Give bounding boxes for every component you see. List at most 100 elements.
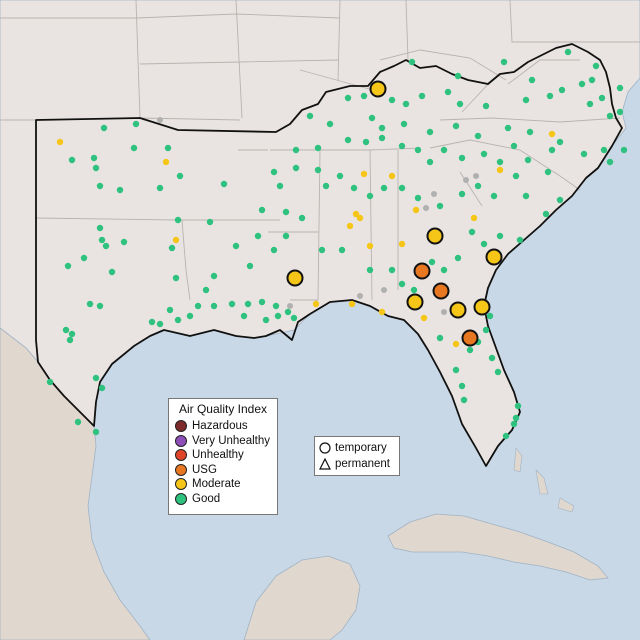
good-monitor-dot [514, 402, 522, 410]
good-monitor-dot [194, 302, 202, 310]
temporary-monitor-moderate[interactable] [406, 293, 424, 311]
good-monitor-dot [460, 396, 468, 404]
good-monitor-dot [360, 92, 368, 100]
good-monitor-dot [174, 216, 182, 224]
good-monitor-dot [66, 336, 74, 344]
temporary-monitor-usg[interactable] [461, 329, 479, 347]
good-monitor-dot [176, 172, 184, 180]
good-monitor-dot [344, 94, 352, 102]
good-monitor-dot [454, 72, 462, 80]
good-monitor-dot [408, 58, 416, 66]
good-monitor-dot [528, 76, 536, 84]
moderate-monitor-dot [366, 242, 374, 250]
good-monitor-dot [402, 100, 410, 108]
good-monitor-dot [206, 218, 214, 226]
good-monitor-dot [246, 262, 254, 270]
aqi-legend-title: Air Quality Index [178, 402, 268, 416]
good-monitor-dot [480, 150, 488, 158]
temporary-monitor-moderate[interactable] [286, 269, 304, 287]
good-monitor-dot [388, 96, 396, 104]
good-monitor-dot [232, 242, 240, 250]
legend-label: Hazardous [192, 420, 248, 433]
good-monitor-dot [116, 186, 124, 194]
good-monitor-dot [378, 134, 386, 142]
temporary-monitor-markers[interactable] [286, 80, 503, 347]
temporary-monitor-moderate[interactable] [485, 248, 503, 266]
good-monitor-dot [436, 334, 444, 342]
good-monitor-dot [92, 428, 100, 436]
moderate-monitor-dot [360, 170, 368, 178]
moderate-monitor-dot [162, 158, 170, 166]
temporary-monitor-usg[interactable] [432, 282, 450, 300]
no-data-monitor-dot [473, 173, 479, 179]
good-monitor-dot [504, 124, 512, 132]
legend-label: Moderate [192, 478, 241, 491]
good-monitor-dot [276, 182, 284, 190]
good-monitor-dot [366, 192, 374, 200]
good-monitor-dot [62, 326, 70, 334]
good-monitor-dot [174, 316, 182, 324]
moderate-monitor-dot [388, 172, 396, 180]
good-monitor-dot [92, 164, 100, 172]
good-monitor-dot [156, 184, 164, 192]
good-monitor-dot [156, 320, 164, 328]
good-monitor-dot [344, 136, 352, 144]
good-monitor-dot [168, 244, 176, 252]
good-monitor-dot [326, 120, 334, 128]
triangle-icon [319, 458, 331, 470]
good-monitor-dot [542, 210, 550, 218]
legend-row-good: Good [175, 492, 271, 507]
good-monitor-dot [98, 384, 106, 392]
good-monitor-dot [510, 142, 518, 150]
good-monitor-dot [68, 156, 76, 164]
moderate-monitor-dot [470, 214, 478, 222]
good-monitor-dot [578, 80, 586, 88]
good-monitor-dot [468, 228, 476, 236]
good-monitor-dot [564, 48, 572, 56]
temporary-monitor-moderate[interactable] [426, 227, 444, 245]
no-data-monitor-dot [463, 177, 469, 183]
legend-row-very-unhealthy: Very Unhealthy [175, 434, 271, 449]
legend-label: Very Unhealthy [192, 434, 270, 447]
temporary-monitor-moderate[interactable] [449, 301, 467, 319]
legend-label: Good [192, 492, 221, 505]
temporary-monitor-moderate[interactable] [369, 80, 387, 98]
good-monitor-dot [512, 172, 520, 180]
good-monitor-dot [482, 326, 490, 334]
no-data-monitor-dot [287, 303, 293, 309]
good-monitor-dot [298, 214, 306, 222]
legend-label: permanent [335, 458, 390, 470]
good-monitor-dot [458, 382, 466, 390]
moderate-monitor-dot [398, 240, 406, 248]
good-monitor-dot [68, 330, 76, 338]
no-data-monitor-dot [441, 309, 447, 315]
good-monitor-dot [414, 194, 422, 202]
moderate-monitor-dot [56, 138, 64, 146]
good-monitor-dot [482, 102, 490, 110]
good-monitor-dot [426, 158, 434, 166]
good-monitor-dot [616, 108, 624, 116]
temporary-monitor-moderate[interactable] [473, 298, 491, 316]
good-monitor-dot [210, 272, 218, 280]
moderate-monitor-dot [496, 166, 504, 174]
legend-row-moderate: Moderate [175, 477, 271, 492]
good-monitor-dot [220, 180, 228, 188]
good-monitor-dot [400, 120, 408, 128]
good-monitor-dot [46, 378, 54, 386]
usg-swatch [175, 463, 187, 476]
good-monitor-dot [80, 254, 88, 262]
good-monitor-dot [92, 374, 100, 382]
good-monitor-dot [74, 418, 82, 426]
good-monitor-dot [98, 236, 106, 244]
moderate-monitor-dot [172, 236, 180, 244]
no-data-monitor-dot [157, 117, 163, 123]
good-monitor-dot [452, 122, 460, 130]
no-data-monitor-dot [381, 287, 387, 293]
good-monitor-dot [414, 146, 422, 154]
moderate-monitor-dot [378, 308, 386, 316]
good-monitor-dot [458, 154, 466, 162]
temporary-monitor-usg[interactable] [413, 262, 431, 280]
good-monitor-dot [480, 240, 488, 248]
good-monitor-dot [254, 232, 262, 240]
